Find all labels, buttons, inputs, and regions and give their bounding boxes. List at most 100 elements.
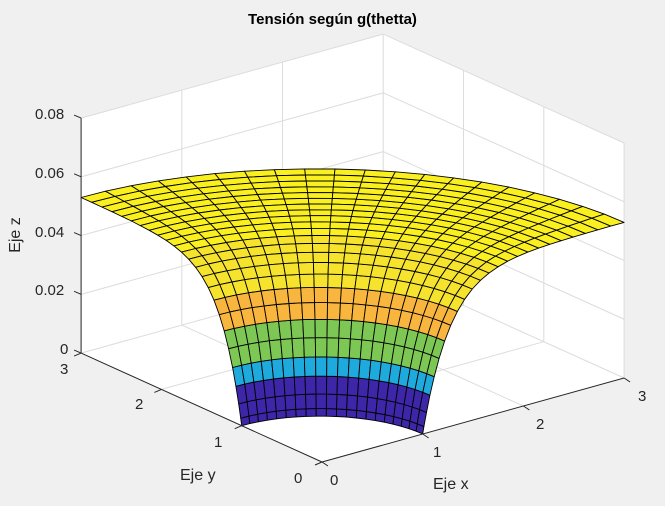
y-tick-label: 2 bbox=[135, 396, 144, 413]
surface-face bbox=[280, 338, 294, 360]
surface-face bbox=[294, 393, 307, 410]
axis-line bbox=[73, 349, 82, 354]
surface-face bbox=[304, 174, 335, 182]
surface-face bbox=[326, 356, 339, 377]
surface-face bbox=[301, 302, 316, 321]
surface-face bbox=[312, 261, 329, 275]
surface-face bbox=[328, 235, 348, 245]
surface-face bbox=[271, 274, 288, 290]
surface-face bbox=[336, 376, 349, 396]
surface-face bbox=[339, 287, 356, 305]
surface-face bbox=[336, 393, 348, 410]
z-tick-label: 0.06 bbox=[35, 165, 65, 182]
surface-face bbox=[326, 302, 341, 321]
surface-face bbox=[276, 235, 297, 246]
surface-face bbox=[280, 252, 299, 265]
axis-line bbox=[623, 377, 631, 383]
surface-face bbox=[299, 273, 315, 289]
surface-face bbox=[265, 253, 284, 266]
surface-face bbox=[340, 274, 358, 290]
surface-face bbox=[286, 287, 303, 304]
surface-face bbox=[327, 287, 342, 304]
surface-face bbox=[305, 393, 317, 410]
surface-face bbox=[303, 337, 317, 358]
x-axis-label: Eje x bbox=[433, 476, 469, 493]
surface-face bbox=[337, 337, 351, 359]
axis-line bbox=[523, 405, 530, 411]
surface-face bbox=[310, 227, 331, 236]
surface-face bbox=[281, 357, 295, 379]
surface-face bbox=[285, 408, 297, 419]
x-tick-label: 3 bbox=[638, 388, 647, 405]
surface-face bbox=[311, 235, 331, 244]
axis-line bbox=[73, 173, 82, 178]
surface-face bbox=[327, 262, 344, 276]
y-axis-label: Eje y bbox=[180, 467, 216, 484]
surface-face bbox=[291, 337, 305, 359]
surface-face bbox=[273, 228, 295, 238]
surface-face bbox=[262, 244, 282, 256]
x-tick-label: 0 bbox=[330, 472, 339, 489]
surface-face bbox=[314, 318, 328, 339]
surface-face bbox=[338, 319, 353, 340]
surface-face bbox=[282, 262, 300, 276]
surface-face bbox=[327, 273, 343, 289]
surface-face bbox=[264, 396, 277, 414]
axis-line bbox=[80, 352, 323, 463]
axis-line bbox=[73, 114, 82, 119]
surface-face bbox=[328, 242, 347, 254]
surface-face bbox=[345, 409, 358, 419]
surface-face bbox=[283, 376, 296, 397]
axis-line bbox=[154, 388, 162, 393]
surface-face bbox=[302, 318, 316, 339]
surface-face bbox=[357, 377, 370, 398]
surface-face bbox=[273, 287, 290, 305]
surface-face bbox=[343, 252, 361, 265]
surface-face bbox=[295, 242, 314, 254]
surface-face bbox=[310, 221, 331, 229]
surface-face bbox=[289, 215, 312, 223]
surface-face bbox=[278, 243, 298, 254]
surface-face bbox=[290, 221, 312, 230]
surface-face bbox=[315, 393, 327, 410]
surface-face bbox=[293, 375, 307, 396]
surface-face bbox=[292, 227, 313, 237]
surface-face bbox=[309, 215, 332, 223]
surface-face bbox=[326, 337, 340, 358]
surface-face bbox=[297, 261, 315, 275]
surface-face bbox=[309, 209, 332, 217]
axis-line bbox=[422, 433, 429, 439]
surface-face bbox=[313, 273, 329, 288]
surface-face bbox=[308, 203, 333, 211]
axis-line bbox=[314, 461, 323, 466]
surface-face bbox=[346, 394, 359, 411]
surface-face bbox=[273, 377, 286, 398]
surface-face bbox=[329, 221, 351, 230]
y-tick-label: 3 bbox=[60, 361, 69, 378]
surface-face bbox=[296, 251, 314, 264]
surface-face bbox=[329, 215, 352, 223]
grid-line bbox=[382, 33, 625, 144]
x-tick-label: 1 bbox=[433, 444, 442, 461]
z-tick-label: 0 bbox=[60, 341, 69, 358]
axis-line bbox=[73, 232, 82, 237]
x-tick-label: 2 bbox=[536, 416, 545, 433]
y-tick-label: 0 bbox=[294, 470, 303, 487]
axis-lines bbox=[73, 114, 631, 467]
axis-line bbox=[234, 425, 242, 430]
surface-face bbox=[305, 180, 335, 188]
z-tick-label: 0.04 bbox=[35, 224, 65, 241]
surface-face bbox=[274, 395, 287, 412]
z-axis-label: Eje z bbox=[6, 217, 24, 253]
surface-face bbox=[300, 286, 316, 304]
surface-face bbox=[326, 318, 341, 339]
surface-face bbox=[293, 235, 313, 245]
surface-face bbox=[314, 302, 328, 320]
surface-face bbox=[347, 357, 361, 379]
surface-face bbox=[315, 375, 328, 395]
axis-line bbox=[321, 461, 329, 467]
surface-face bbox=[268, 339, 283, 361]
surface-face bbox=[292, 356, 306, 378]
surface-mesh bbox=[80, 168, 625, 435]
surface-face bbox=[312, 251, 330, 263]
